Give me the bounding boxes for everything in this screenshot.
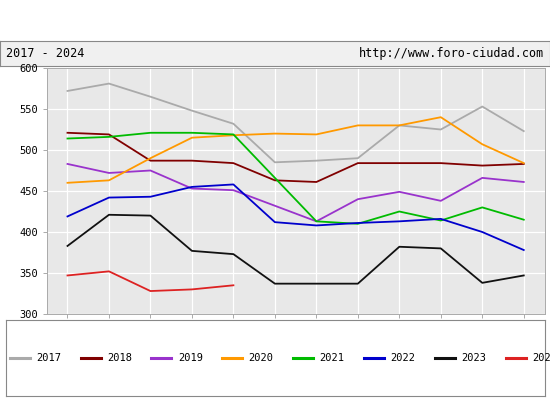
Text: 2023: 2023 [461, 353, 486, 363]
Text: 2022: 2022 [390, 353, 415, 363]
Text: 2020: 2020 [249, 353, 274, 363]
Text: 2024: 2024 [532, 353, 550, 363]
Text: 2017 - 2024: 2017 - 2024 [6, 47, 84, 60]
Text: 2019: 2019 [178, 353, 203, 363]
Text: 2021: 2021 [320, 353, 345, 363]
Text: http://www.foro-ciudad.com: http://www.foro-ciudad.com [359, 47, 544, 60]
Text: 2017: 2017 [36, 353, 61, 363]
Text: Evolucion del paro registrado en Valencia de Alcántara: Evolucion del paro registrado en Valenci… [59, 14, 491, 28]
Text: 2018: 2018 [107, 353, 132, 363]
